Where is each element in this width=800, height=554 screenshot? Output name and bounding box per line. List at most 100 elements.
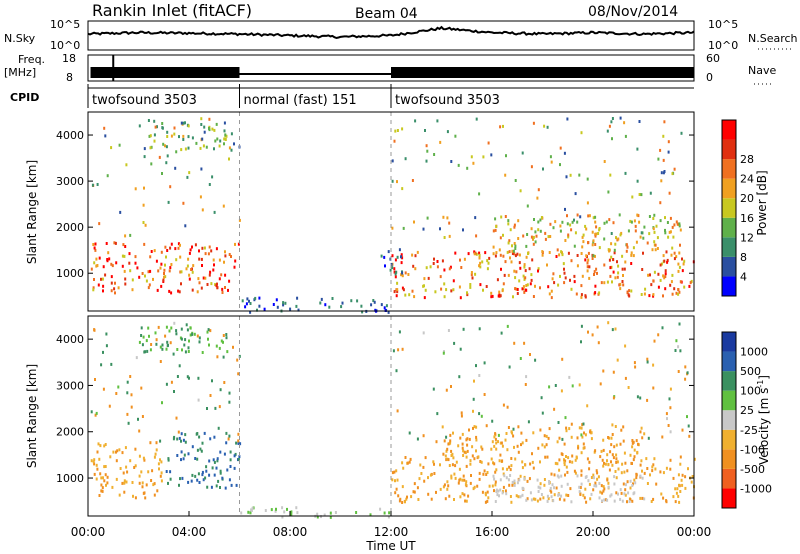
velocity-cell xyxy=(121,481,124,485)
velocity-cell xyxy=(221,476,224,480)
power-cell xyxy=(555,255,558,258)
velocity-cell xyxy=(672,495,675,499)
power-cell xyxy=(659,263,662,267)
power-cell xyxy=(626,245,629,249)
power-cell xyxy=(564,239,567,242)
power-cell xyxy=(394,275,397,279)
velocity-cell xyxy=(188,339,190,343)
velocity-speckle-cell xyxy=(534,358,537,362)
velocity-cell xyxy=(176,348,179,351)
velocity-speckle-cell xyxy=(126,412,129,416)
velocity-cell xyxy=(247,510,250,514)
power-speckle-cell xyxy=(578,173,581,177)
velocity-speckle-cell xyxy=(607,321,610,325)
velocity-cell xyxy=(517,450,520,454)
power-cell xyxy=(263,307,266,311)
x-axis-label: Time UT xyxy=(365,539,416,553)
velocity-cell xyxy=(224,486,227,490)
power-speckle-cell xyxy=(439,227,441,231)
velocity-cell xyxy=(154,331,157,335)
power-cell xyxy=(689,281,692,285)
power-cell xyxy=(244,305,247,309)
power-cell xyxy=(630,251,633,255)
velocity-cell xyxy=(212,458,215,462)
velocity-cell xyxy=(583,496,586,500)
velocity-cell xyxy=(182,438,185,442)
velocity-cell xyxy=(613,445,616,449)
velocity-cell xyxy=(198,435,201,439)
power-cell xyxy=(212,268,215,272)
velocity-cell xyxy=(521,466,524,470)
velocity-cell xyxy=(334,511,337,514)
power-cell xyxy=(534,240,537,244)
velocity-cell xyxy=(482,472,485,476)
velocity-cell xyxy=(461,446,464,450)
power-speckle-cell xyxy=(150,162,153,166)
velocity-cell xyxy=(249,511,252,515)
velocity-speckle-cell xyxy=(173,321,176,325)
power-cell xyxy=(319,301,322,305)
velocity-cell xyxy=(529,491,532,495)
velocity-cell xyxy=(124,446,127,450)
velocity-cell xyxy=(550,490,553,494)
freq-bar-0 xyxy=(90,67,240,78)
power-cell xyxy=(618,213,621,217)
velocity-cell xyxy=(505,432,508,435)
power-cell xyxy=(494,228,497,232)
x-tick-5: 20:00 xyxy=(576,525,611,539)
velocity-speckle-cell xyxy=(624,344,627,348)
power-cell xyxy=(450,289,453,293)
power-speckle-cell xyxy=(640,193,643,197)
power-cell xyxy=(492,252,495,256)
velocity-cell xyxy=(182,457,185,461)
velocity-speckle-cell xyxy=(408,431,411,435)
power-cell xyxy=(187,124,190,128)
velocity-cell xyxy=(493,477,496,481)
velocity-cell xyxy=(180,337,183,341)
velocity-colorbar-tick-1: 500 xyxy=(740,365,761,378)
velocity-speckle-cell xyxy=(674,349,677,352)
velocity-speckle-cell xyxy=(677,345,680,349)
power-cell xyxy=(585,254,588,258)
velocity-speckle-cell xyxy=(94,378,96,381)
power-cell xyxy=(466,291,468,295)
velocity-cell xyxy=(180,450,183,454)
velocity-cell xyxy=(632,492,635,496)
velocity-cell xyxy=(651,469,654,473)
nsearch-tick-bottom: 10^0 xyxy=(708,39,738,52)
power-cell xyxy=(202,276,205,280)
velocity-speckle-cell xyxy=(206,407,208,410)
power-cell xyxy=(180,282,182,286)
power-cell xyxy=(234,259,237,263)
velocity-cell xyxy=(450,474,453,478)
power-speckle-cell xyxy=(175,150,178,154)
power-speckle-cell xyxy=(586,201,589,205)
velocity-cell xyxy=(101,489,104,493)
nsky-line xyxy=(87,25,695,40)
velocity-cell xyxy=(584,433,587,437)
velocity-cell xyxy=(623,492,626,496)
velocity-cell xyxy=(230,483,233,487)
velocity-cell xyxy=(502,472,505,476)
power-cell xyxy=(550,289,553,293)
velocity-cell xyxy=(637,442,639,446)
velocity-cell xyxy=(286,507,288,511)
velocity-cell xyxy=(506,448,509,452)
power-speckle-cell xyxy=(450,160,453,163)
velocity-cell xyxy=(613,499,616,503)
power-cell xyxy=(482,288,484,292)
velocity-cell xyxy=(601,491,604,495)
velocity-cell xyxy=(509,468,512,472)
velocity-cell xyxy=(573,469,576,473)
velocity-speckle-cell xyxy=(519,357,522,360)
velocity-cell xyxy=(606,478,609,482)
velocity-cell xyxy=(215,484,218,488)
nsky-panel-frame xyxy=(87,20,695,51)
velocity-speckle-cell xyxy=(475,364,477,368)
power-cell xyxy=(654,243,657,247)
power-cell xyxy=(534,284,536,288)
velocity-cell xyxy=(295,506,298,510)
x-tick-4: 16:00 xyxy=(475,525,510,539)
power-cell xyxy=(619,282,622,286)
power-speckle-cell xyxy=(446,216,449,220)
